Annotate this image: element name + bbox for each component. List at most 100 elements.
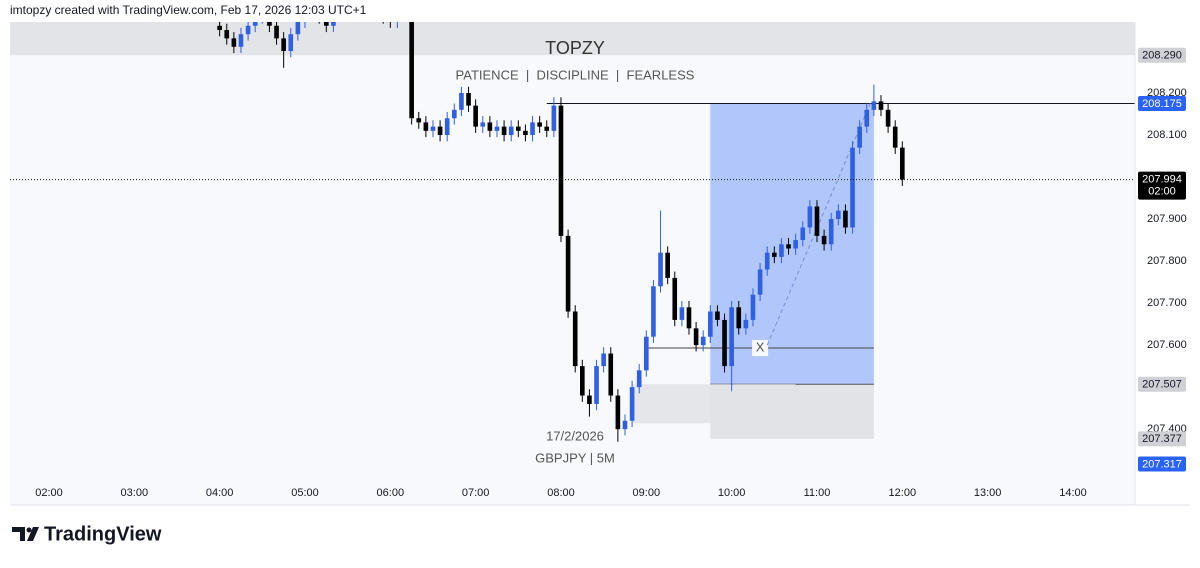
candle-body: [459, 93, 464, 110]
y-tick-label: 207.700: [1147, 297, 1187, 309]
x-label-bg: [752, 340, 769, 357]
candle-body: [665, 252, 670, 278]
price-label-box: [1138, 456, 1186, 472]
candle-body: [402, 9, 407, 13]
candle-body: [565, 235, 571, 312]
price-label: 207.317: [1142, 458, 1182, 470]
candle-body: [487, 122, 493, 131]
candle-body: [274, 25, 279, 39]
x-tick-label: 05:00: [291, 487, 319, 499]
x-tick-label: 12:00: [889, 487, 917, 499]
y-tick-label: 207.800: [1147, 255, 1187, 267]
price-countdown: 02:00: [1148, 185, 1176, 197]
candle-body: [722, 319, 727, 367]
price-label-box: [1138, 376, 1186, 392]
candle-body: [295, 22, 301, 35]
candle-body: [416, 118, 422, 123]
candle-body: [331, 22, 336, 26]
price-label-box: [1138, 431, 1186, 447]
price-label-box: [1138, 96, 1186, 112]
x-tick-label: 08:00: [547, 487, 575, 499]
candle-body: [558, 105, 564, 236]
price-label-box: [1138, 171, 1186, 200]
x-tick-label: 14:00: [1059, 487, 1087, 499]
candle-body: [594, 366, 599, 404]
candle-body: [444, 118, 450, 136]
candle-body: [828, 219, 834, 245]
candle-body: [857, 126, 862, 148]
candle-body: [288, 34, 294, 51]
candle-body: [793, 240, 798, 249]
candle-body: [686, 307, 692, 329]
candle-body: [772, 252, 777, 257]
candle-body: [658, 252, 663, 287]
x-tick-label: 13:00: [974, 487, 1002, 499]
candle-body: [800, 227, 806, 241]
candle-body: [523, 130, 528, 136]
candle-body: [530, 122, 535, 136]
candle-body: [395, 13, 400, 21]
candle-body: [544, 126, 550, 131]
candle-body: [494, 126, 500, 131]
plot-background: [10, 22, 1135, 505]
trend-line: [766, 101, 872, 346]
candle-body: [480, 122, 486, 127]
candle-body: [423, 122, 429, 131]
price-label: 207.994: [1142, 173, 1182, 185]
candle-body: [850, 147, 855, 228]
header: imtopzy created with TradingView.com, Fe…: [10, 3, 367, 17]
candle-body: [245, 25, 251, 35]
candle-body: [672, 277, 678, 320]
candle-body: [693, 328, 699, 346]
candle-body: [238, 34, 244, 47]
candle-body: [580, 366, 585, 396]
candle-body: [700, 336, 706, 346]
candle-body: [651, 286, 656, 337]
candle-body: [892, 126, 898, 148]
candle-body: [252, 22, 258, 26]
candle-body: [743, 319, 749, 329]
candle-body: [551, 105, 557, 131]
candle-body: [864, 109, 870, 127]
candle-body: [466, 93, 471, 106]
candle-body: [381, 13, 386, 17]
x-label: X: [756, 339, 765, 354]
candle-body: [537, 122, 542, 127]
candle-body: [807, 206, 813, 228]
y-tick-label: 207.600: [1147, 339, 1187, 351]
candle-body: [572, 311, 578, 367]
x-tick-label: 07:00: [462, 487, 490, 499]
candle-body: [786, 244, 791, 249]
candle-body: [323, 22, 329, 26]
candle-body: [360, 0, 365, 1]
y-tick-label: 208.200: [1147, 87, 1187, 99]
candle-body: [224, 29, 230, 39]
candle-body: [622, 420, 628, 430]
x-tick-label: 02:00: [35, 487, 63, 499]
candle-body: [644, 336, 649, 371]
candle-body: [367, 0, 372, 5]
candle-body: [636, 370, 642, 388]
candle-body: [601, 353, 606, 367]
candle-body: [508, 126, 514, 136]
resistance-band: [10, 22, 1135, 56]
gray-box: [632, 384, 796, 424]
annotation: 17/2/2026: [546, 428, 604, 443]
candle-body: [501, 126, 507, 136]
candle-body: [878, 101, 884, 110]
candle-body: [764, 252, 770, 270]
chart-title: TOPZY: [545, 38, 605, 58]
candle-body: [430, 126, 436, 131]
candle-body: [267, 22, 272, 26]
candle-body: [231, 38, 237, 47]
price-label: 207.507: [1142, 379, 1182, 391]
candle-body: [757, 269, 763, 295]
chart-subtitle: PATIENCE | DISCIPLINE | FEARLESS: [456, 67, 695, 82]
candle-body: [451, 109, 457, 119]
candle-body: [885, 109, 891, 127]
logo: [12, 527, 39, 541]
candle-body: [750, 294, 756, 320]
y-tick-label: 207.900: [1147, 213, 1187, 225]
candle-body: [843, 210, 848, 228]
